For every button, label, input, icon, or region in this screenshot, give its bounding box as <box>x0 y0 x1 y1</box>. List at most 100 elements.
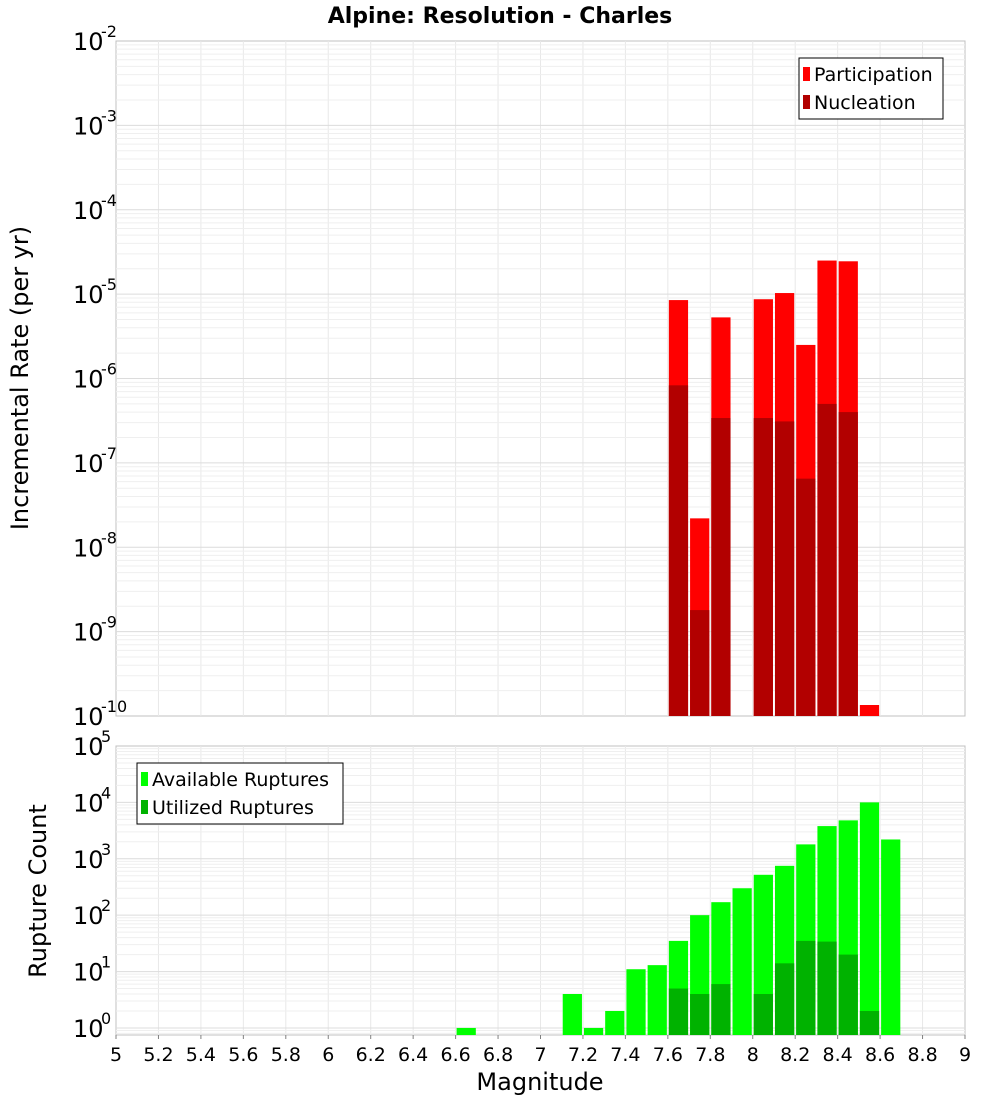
bar-utilized-ruptures-8-05 <box>753 994 773 1035</box>
y-tick-label: 10 <box>73 733 104 761</box>
y-tick-exponent: -10 <box>101 697 127 716</box>
legend-box <box>798 57 944 120</box>
x-tick-label: 5.6 <box>228 1044 258 1066</box>
y-tick-label: 10 <box>73 902 104 930</box>
bar-participation-8-55 <box>859 705 880 716</box>
bottom-bars <box>456 802 901 1035</box>
bar-nucleation-7-85 <box>711 418 731 716</box>
top-y-axis-label: Incremental Rate (per yr) <box>6 226 34 530</box>
bar-available-ruptures-8-65 <box>881 839 901 1035</box>
legend-entry-available-ruptures: Available Ruptures <box>152 769 329 791</box>
bar-nucleation-7-75 <box>690 610 710 716</box>
x-tick-label: 5.8 <box>271 1044 301 1066</box>
y-tick-label: 10 <box>73 703 104 731</box>
y-tick-exponent: 4 <box>101 783 111 802</box>
legend-swatch-utilized-ruptures <box>141 800 148 814</box>
legend-entry-participation: Participation <box>814 64 933 86</box>
bar-available-ruptures-6-65 <box>456 1027 476 1035</box>
y-tick-exponent: -5 <box>101 275 117 294</box>
bar-nucleation-8-35 <box>817 403 837 716</box>
bottom-legend: Available Ruptures Utilized Ruptures <box>136 762 344 825</box>
bar-available-ruptures-7-95 <box>732 888 752 1035</box>
bar-nucleation-8-25 <box>796 478 816 716</box>
bar-utilized-ruptures-8-45 <box>838 954 858 1035</box>
x-tick-label: 6 <box>322 1044 334 1066</box>
bar-utilized-ruptures-8-55 <box>859 1010 880 1035</box>
x-tick-label: 5 <box>110 1044 122 1066</box>
y-tick-label: 10 <box>73 197 104 225</box>
y-tick-label: 10 <box>73 112 104 140</box>
bar-nucleation-8-45 <box>838 412 858 716</box>
chart-title: Alpine: Resolution - Charles <box>328 4 673 29</box>
x-tick-label: 7.2 <box>568 1044 598 1066</box>
x-tick-label: 5.4 <box>186 1044 216 1066</box>
bar-utilized-ruptures-8-15 <box>774 963 795 1035</box>
bar-utilized-ruptures-8-35 <box>817 941 837 1035</box>
x-tick-label: 8.4 <box>823 1044 853 1066</box>
bar-utilized-ruptures-7-75 <box>690 994 710 1035</box>
x-tick-labels: 5 5.2 5.4 5.6 5.8 6 6.2 6.4 6.6 6.8 7 7.2 7.4 7.6 7.8 8… <box>110 1035 971 1066</box>
bar-nucleation-8-05 <box>753 418 773 716</box>
x-tick-label: 7 <box>534 1044 546 1066</box>
bar-utilized-ruptures-7-65 <box>668 988 689 1035</box>
x-tick-label: 7.4 <box>610 1044 640 1066</box>
y-tick-label: 10 <box>73 366 104 394</box>
bar-available-ruptures-7-55 <box>647 965 667 1035</box>
bar-available-ruptures-7-35 <box>605 1010 625 1035</box>
y-tick-exponent: -8 <box>101 528 117 547</box>
bar-available-ruptures-8-55 <box>859 802 880 1035</box>
legend-swatch-nucleation <box>803 95 810 109</box>
y-tick-label: 10 <box>73 1015 104 1043</box>
y-tick-exponent: 0 <box>101 1009 111 1028</box>
y-tick-label: 10 <box>73 28 104 56</box>
y-tick-exponent: 3 <box>101 840 111 859</box>
x-tick-label: 8.2 <box>780 1044 810 1066</box>
x-tick-label: 7.8 <box>695 1044 725 1066</box>
legend-entry-nucleation: Nucleation <box>814 92 916 114</box>
bottom-y-axis-label: Rupture Count <box>24 804 52 978</box>
x-tick-label: 8 <box>747 1044 759 1066</box>
y-tick-exponent: 5 <box>101 727 111 746</box>
legend-swatch-participation <box>803 67 810 81</box>
y-tick-exponent: -3 <box>101 106 117 125</box>
bar-utilized-ruptures-8-25 <box>796 940 816 1035</box>
y-tick-label: 10 <box>73 846 104 874</box>
y-tick-label: 10 <box>73 959 104 987</box>
x-tick-label: 6.4 <box>398 1044 428 1066</box>
legend-swatch-available-ruptures <box>141 772 148 786</box>
bar-available-ruptures-7-25 <box>583 1027 604 1035</box>
top-bars <box>668 260 880 716</box>
legend-entry-utilized-ruptures: Utilized Ruptures <box>152 797 314 819</box>
bar-nucleation-7-65 <box>668 385 689 716</box>
y-tick-exponent: -7 <box>101 444 117 463</box>
x-tick-label: 5.2 <box>143 1044 173 1066</box>
y-tick-exponent: -2 <box>101 22 117 41</box>
x-tick-label: 8.6 <box>865 1044 895 1066</box>
x-tick-label: 6.8 <box>483 1044 513 1066</box>
x-tick-label: 6.6 <box>440 1044 470 1066</box>
legend-box <box>136 762 344 825</box>
y-tick-exponent: -6 <box>101 360 117 379</box>
y-tick-label: 10 <box>73 534 104 562</box>
bar-available-ruptures-7-45 <box>626 969 646 1035</box>
y-tick-label: 10 <box>73 619 104 647</box>
bar-available-ruptures-7-15 <box>562 994 582 1035</box>
top-grid <box>116 41 965 716</box>
y-tick-exponent: 1 <box>101 953 111 972</box>
y-tick-label: 10 <box>73 450 104 478</box>
bar-nucleation-8-15 <box>774 421 795 716</box>
y-tick-exponent: 2 <box>101 896 111 915</box>
x-axis-label: Magnitude <box>476 1068 603 1096</box>
x-tick-label: 7.6 <box>653 1044 683 1066</box>
x-tick-label: 9 <box>959 1044 971 1066</box>
y-tick-label: 10 <box>73 789 104 817</box>
bar-utilized-ruptures-7-85 <box>711 984 731 1035</box>
top-legend: Participation Nucleation <box>798 57 944 120</box>
x-tick-label: 8.8 <box>907 1044 937 1066</box>
y-tick-label: 10 <box>73 281 104 309</box>
